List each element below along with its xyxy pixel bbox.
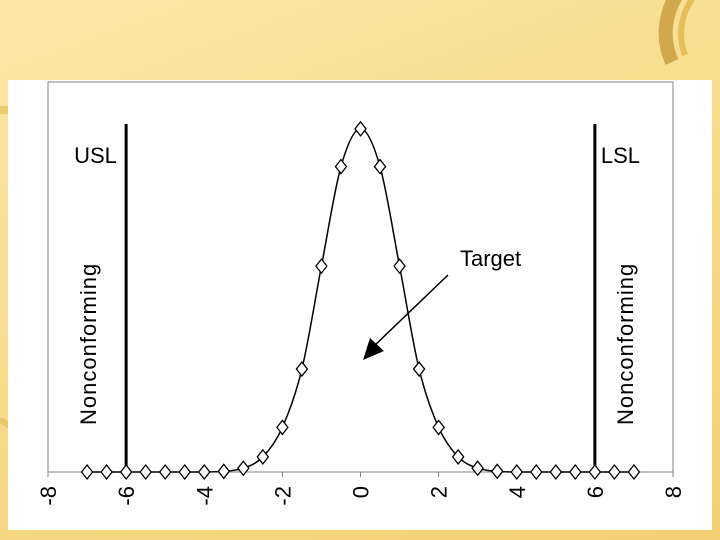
left-nonconforming-label: Nonconforming (76, 263, 101, 425)
data-point-marker (510, 463, 524, 481)
data-point-marker (451, 448, 465, 465)
data-point-marker (627, 463, 641, 481)
data-point-marker (236, 460, 250, 477)
data-point-marker (256, 448, 270, 465)
data-point-marker (80, 463, 94, 481)
specification-limits: USL LSL (74, 124, 640, 466)
data-point-marker (393, 258, 406, 275)
x-tick-label: 4 (505, 486, 530, 498)
data-point-marker (354, 120, 367, 137)
data-point-marker (217, 463, 231, 480)
normal-distribution-chart: -8 -6 -4 -2 0 2 4 6 8 USL LSL Nonconforming Nonco… (36, 81, 686, 506)
x-tick-label: 0 (349, 486, 374, 498)
target-label: Target (460, 246, 521, 271)
x-tick-label: -8 (36, 486, 61, 506)
target-arrow (372, 274, 449, 348)
data-point-marker (373, 158, 387, 175)
limit-label-usl: USL (74, 143, 117, 168)
limit-label-lsl: LSL (601, 143, 640, 168)
x-tick-label: 2 (427, 486, 452, 498)
data-point-marker (158, 463, 172, 481)
annotations: Nonconforming Nonconforming Target (76, 246, 638, 425)
data-point-marker (432, 419, 445, 436)
data-point-marker (334, 158, 348, 175)
data-point-marker (412, 361, 426, 378)
data-point-marker (178, 463, 192, 481)
distribution-curve (87, 128, 634, 473)
data-point-marker (588, 463, 602, 481)
data-point-marker (295, 361, 309, 378)
data-point-marker (139, 463, 152, 481)
data-point-marker (529, 463, 543, 481)
x-tick-label: -2 (270, 486, 295, 506)
data-point-marker (276, 419, 289, 436)
right-nonconforming-label: Nonconforming (613, 263, 638, 425)
x-tick-label: -6 (114, 486, 139, 506)
x-axis-ticks: -8 -6 -4 -2 0 2 4 6 8 (36, 472, 686, 506)
data-point-marker (197, 463, 211, 481)
x-tick-label: 8 (661, 486, 686, 498)
data-markers (80, 120, 641, 481)
data-point-marker (569, 463, 582, 481)
target-arrowhead (363, 338, 384, 360)
axes (47, 81, 674, 473)
data-point-marker (119, 463, 133, 481)
data-point-marker (608, 463, 621, 481)
x-tick-label: -4 (192, 486, 217, 506)
data-point-marker (549, 463, 563, 481)
x-tick-label: 6 (583, 486, 608, 498)
data-point-marker (471, 460, 485, 477)
chart-panel: -8 -6 -4 -2 0 2 4 6 8 USL LSL Nonconforming Nonco… (8, 80, 712, 530)
data-point-marker (100, 463, 113, 481)
data-point-marker (315, 258, 328, 275)
data-point-marker (490, 463, 504, 480)
